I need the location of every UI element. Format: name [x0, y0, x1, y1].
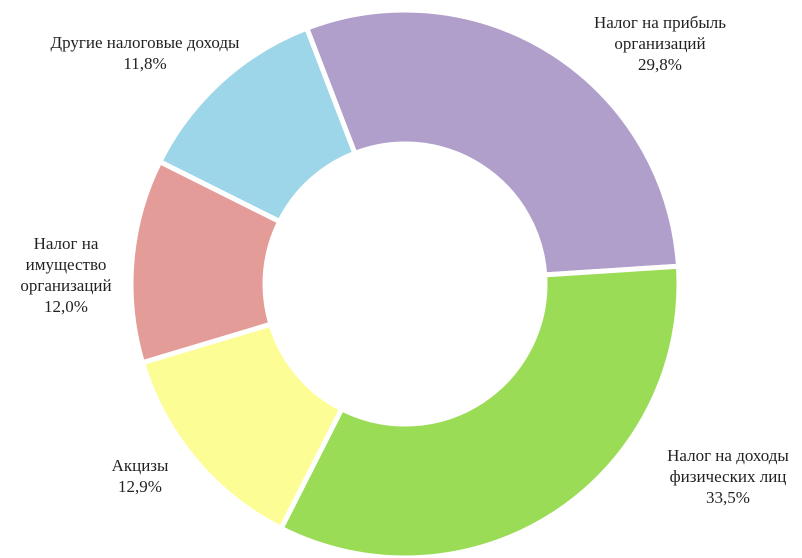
- category-name: Акцизы: [111, 456, 169, 475]
- category-name: Другие налоговые доходы: [50, 33, 240, 52]
- category-name: Налог на доходы физических лиц: [667, 446, 789, 486]
- slice-label: Другие налоговые доходы 11,8%: [50, 32, 240, 74]
- value-label: 29,8%: [638, 55, 682, 74]
- slice-label: Налог на доходы физических лиц 33,5%: [648, 445, 802, 508]
- value-label: 12,9%: [118, 477, 162, 496]
- value-label: 33,5%: [706, 488, 750, 507]
- slice: [139, 321, 346, 532]
- category-name: Налог на прибыль организаций: [593, 13, 727, 53]
- slice-label: Акцизы 12,9%: [80, 455, 200, 497]
- slice: [156, 24, 359, 225]
- slice-label: Налог на имущество организаций 12,0%: [8, 233, 124, 317]
- slice-label: Налог на прибыль организаций 29,8%: [565, 12, 755, 75]
- value-label: 11,8%: [123, 54, 167, 73]
- value-label: 12,0%: [44, 297, 88, 316]
- slice: [277, 263, 682, 558]
- category-name: Налог на имущество организаций: [20, 234, 112, 295]
- slice: [303, 7, 682, 278]
